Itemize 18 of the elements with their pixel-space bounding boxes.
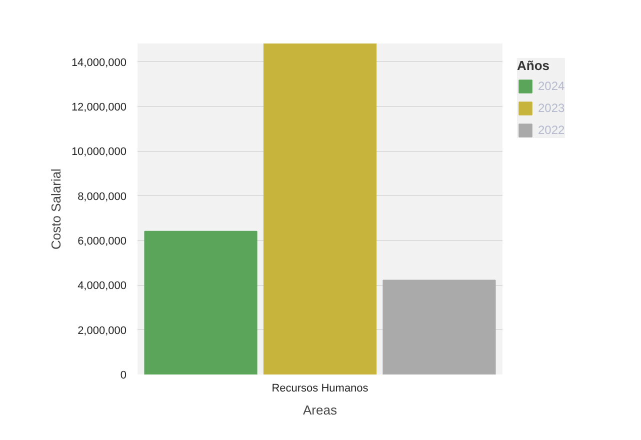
y-tick-label: 2,000,000 [78,324,126,337]
y-tick-label: 0 [120,370,127,382]
x-tick-label: Recursos Humanos [272,382,369,394]
y-tick-label: 6,000,000 [78,235,126,248]
y-tick-label: 4,000,000 [78,280,126,292]
y-tick-label: 14,000,000 [71,56,127,69]
y-tick-label: 12,000,000 [71,101,127,114]
legend-label: 2024 [538,79,565,93]
bar [382,280,496,374]
legend-title: Años [517,58,550,73]
bar [144,230,258,374]
legend-label: 2023 [538,101,565,115]
y-tick-label: 8,000,000 [78,190,126,203]
y-tick-label: 10,000,000 [71,146,127,158]
y-axis-title: Costo Salarial [48,168,64,250]
legend-label: 2022 [538,123,565,137]
bar [263,44,377,374]
x-axis-title: Areas [303,402,338,418]
